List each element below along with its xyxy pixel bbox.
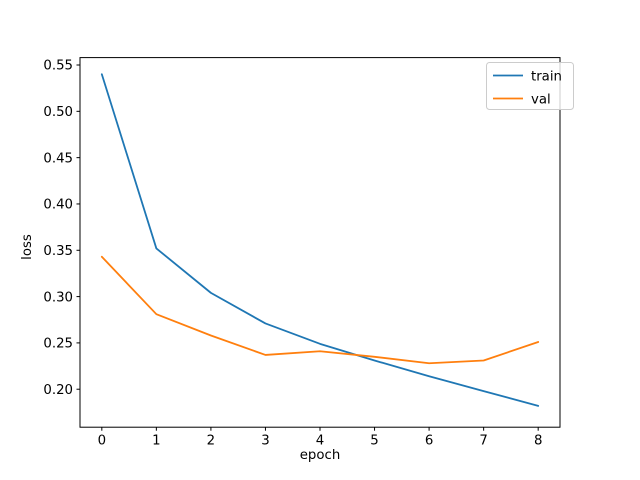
x-tick-label: 8 <box>534 434 542 449</box>
x-tick-label: 7 <box>479 434 487 449</box>
x-tick-label: 4 <box>316 434 324 449</box>
x-tick-label: 6 <box>425 434 433 449</box>
plot-area <box>79 57 561 428</box>
x-axis-label: epoch <box>300 448 341 463</box>
train-line <box>100 73 540 407</box>
val-line <box>100 255 540 365</box>
x-tick-label: 0 <box>98 434 106 449</box>
y-axis-ticks: 0.20 0.25 0.30 0.35 0.40 0.45 0.50 0.55 <box>43 59 80 398</box>
x-axis-ticks: 0 1 2 3 4 5 6 7 8 <box>98 427 542 449</box>
y-axis-label: loss <box>20 234 35 260</box>
legend: train val <box>486 62 574 110</box>
x-tick-label: 3 <box>261 434 269 449</box>
x-tick-label: 5 <box>370 434 378 449</box>
y-tick-label: 0.50 <box>43 105 73 120</box>
y-tick-label: 0.20 <box>43 383 73 398</box>
legend-val-label: val <box>531 93 551 108</box>
legend-train-label: train <box>531 70 562 85</box>
x-tick-label: 1 <box>152 434 160 449</box>
series-lines <box>100 73 540 407</box>
y-tick-label: 0.40 <box>43 198 73 213</box>
y-tick-label: 0.30 <box>43 290 73 305</box>
x-tick-label: 2 <box>207 434 215 449</box>
y-tick-label: 0.35 <box>43 244 73 259</box>
y-tick-label: 0.55 <box>43 59 73 74</box>
y-tick-label: 0.25 <box>43 337 73 352</box>
y-tick-label: 0.45 <box>43 151 73 166</box>
